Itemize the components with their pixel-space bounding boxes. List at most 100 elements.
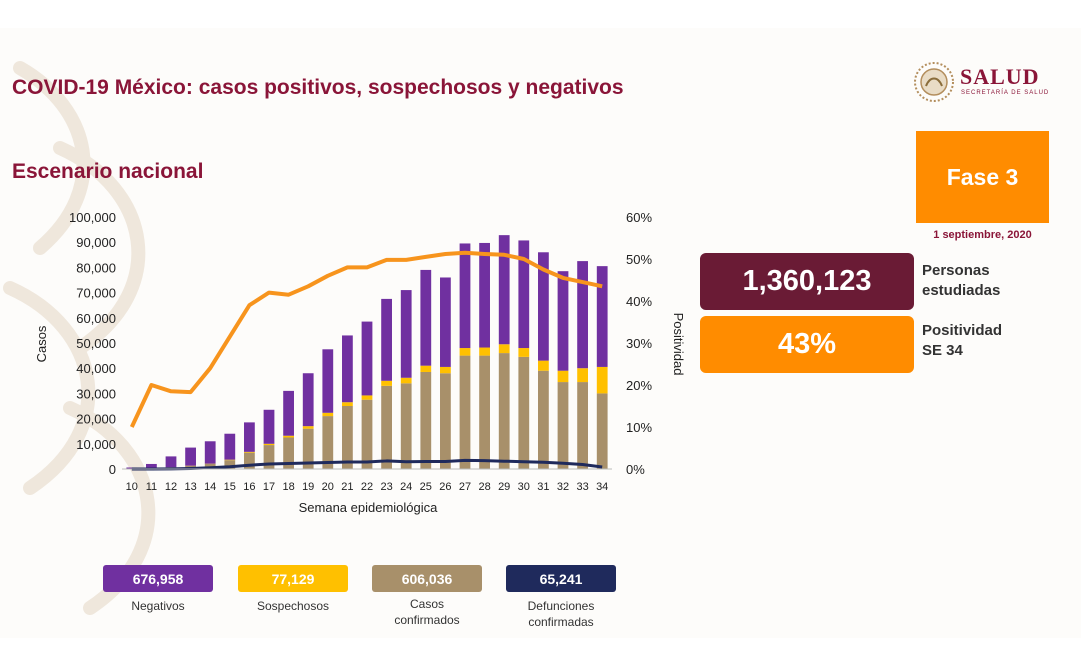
page-title: COVID-19 México: casos positivos, sospec… <box>12 76 624 99</box>
y2-tick-label: 60% <box>626 210 652 225</box>
x-tick-label: 14 <box>204 481 216 493</box>
x-tick-label: 29 <box>498 481 510 493</box>
y-tick-label: 70,000 <box>76 286 116 301</box>
bar-casos-confirmados <box>244 452 255 469</box>
y2-tick-label: 20% <box>626 378 652 393</box>
x-tick-label: 30 <box>518 481 530 493</box>
x-tick-label: 28 <box>478 481 490 493</box>
stat-label-line: Positividad <box>922 322 1003 339</box>
bar-negativos <box>498 235 510 345</box>
stat-label-line: estudiadas <box>922 282 1001 299</box>
x-tick-label: 12 <box>165 481 177 493</box>
bar-casos-confirmados <box>224 460 236 469</box>
bar-casos-confirmados <box>361 399 373 469</box>
y2-tick-label: 30% <box>626 336 652 351</box>
bar-sospechosos <box>224 459 236 461</box>
background-pattern <box>3 61 156 615</box>
legend-label-line: Negativos <box>131 599 185 613</box>
bar-sospechosos <box>557 370 569 383</box>
bar-sospechosos <box>518 348 530 357</box>
bar-casos-confirmados <box>479 355 490 469</box>
bar-sospechosos <box>498 344 510 354</box>
bar-negativos <box>244 422 255 452</box>
bar-negativos <box>400 290 412 378</box>
logo-text: SALUD <box>960 64 1040 89</box>
bar-sospechosos <box>577 368 588 383</box>
stat-people-studied-value: 1,360,123 <box>700 253 914 310</box>
bar-casos-confirmados <box>381 385 392 469</box>
bar-casos-confirmados <box>440 373 451 469</box>
y-tick-label: 80,000 <box>76 260 116 275</box>
y2-tick-label: 10% <box>626 420 652 435</box>
x-tick-label: 23 <box>380 481 392 493</box>
legend-confirmados-value: 606,036 <box>372 565 482 592</box>
bar-negativos <box>361 321 373 396</box>
bar-negativos <box>538 252 549 361</box>
stat-label-line: SE 34 <box>922 342 963 359</box>
bar-sospechosos <box>244 451 255 453</box>
bar-negativos <box>420 269 432 366</box>
line-positividad <box>129 250 603 428</box>
y-axis-title: Casos <box>34 325 49 362</box>
x-tick-label: 15 <box>224 481 236 493</box>
y-tick-label: 50,000 <box>76 336 116 351</box>
salud-logo: SALUD SECRETARÍA DE SALUD <box>912 60 1052 106</box>
bar-casos-confirmados <box>518 356 530 469</box>
bar-sospechosos <box>361 395 373 400</box>
stat-people-studied-label: Personas estudiadas <box>922 261 1062 301</box>
bar-negativos <box>283 390 294 436</box>
y2-tick-label: 40% <box>626 294 652 309</box>
stat-positivity-value: 43% <box>700 316 914 373</box>
x-axis-title: Semana epidemiológica <box>299 500 439 515</box>
bar-casos-confirmados <box>596 393 608 469</box>
x-tick-label: 31 <box>537 481 549 493</box>
bar-sospechosos <box>381 380 392 386</box>
bar-sospechosos <box>400 377 412 384</box>
bar-casos-confirmados <box>400 383 412 469</box>
y-tick-label: 10,000 <box>76 437 116 452</box>
legend-label-line: confirmadas <box>528 615 594 629</box>
x-tick-label: 26 <box>439 481 451 493</box>
legend-label-line: confirmados <box>394 613 460 627</box>
legend-negativos-label: Negativos <box>88 598 228 614</box>
legend-sospechosos-label: Sospechosos <box>223 598 363 614</box>
bar-negativos <box>204 441 216 464</box>
bar-negativos <box>440 277 451 367</box>
y2-tick-label: 0% <box>626 462 645 477</box>
bar-negativos <box>165 456 177 468</box>
bar-negativos <box>146 463 157 469</box>
bar-negativos <box>322 349 334 413</box>
legend-label-line: Sospechosos <box>256 599 330 613</box>
bar-negativos <box>596 266 608 367</box>
legend-defunciones-value: 65,241 <box>506 565 616 592</box>
bar-sospechosos <box>302 426 314 429</box>
x-tick-label: 32 <box>557 481 569 493</box>
x-tick-label: 25 <box>420 481 432 493</box>
bar-negativos <box>518 240 530 349</box>
bar-casos-confirmados <box>538 370 549 469</box>
bar-negativos <box>263 409 275 444</box>
bar-sospechosos <box>283 435 294 438</box>
legend-sospechosos-value: 77,129 <box>238 565 348 592</box>
y-tick-label: 0 <box>109 462 116 477</box>
y-tick-label: 40,000 <box>76 361 116 376</box>
report-date: 1 septiembre, 2020 <box>933 229 1032 241</box>
bar-negativos <box>577 261 588 369</box>
page-subtitle: Escenario nacional <box>12 160 204 183</box>
coat-of-arms-icon <box>914 62 954 102</box>
stat-label-line: Personas <box>922 262 990 279</box>
x-tick-label: 21 <box>341 481 353 493</box>
bar-sospechosos <box>440 366 451 374</box>
y-tick-label: 60,000 <box>76 311 116 326</box>
bar-sospechosos <box>538 360 549 371</box>
legend-confirmados-label: Casos confirmados <box>357 596 497 628</box>
bar-sospechosos <box>342 402 353 406</box>
stat-positivity-label: Positividad SE 34 <box>922 321 1062 361</box>
bar-negativos <box>381 298 392 381</box>
bar-sospechosos <box>420 365 432 372</box>
x-tick-label: 17 <box>263 481 275 493</box>
legend-negativos-value: 676,958 <box>103 565 213 592</box>
bar-sospechosos <box>596 366 608 394</box>
x-tick-label: 19 <box>302 481 314 493</box>
